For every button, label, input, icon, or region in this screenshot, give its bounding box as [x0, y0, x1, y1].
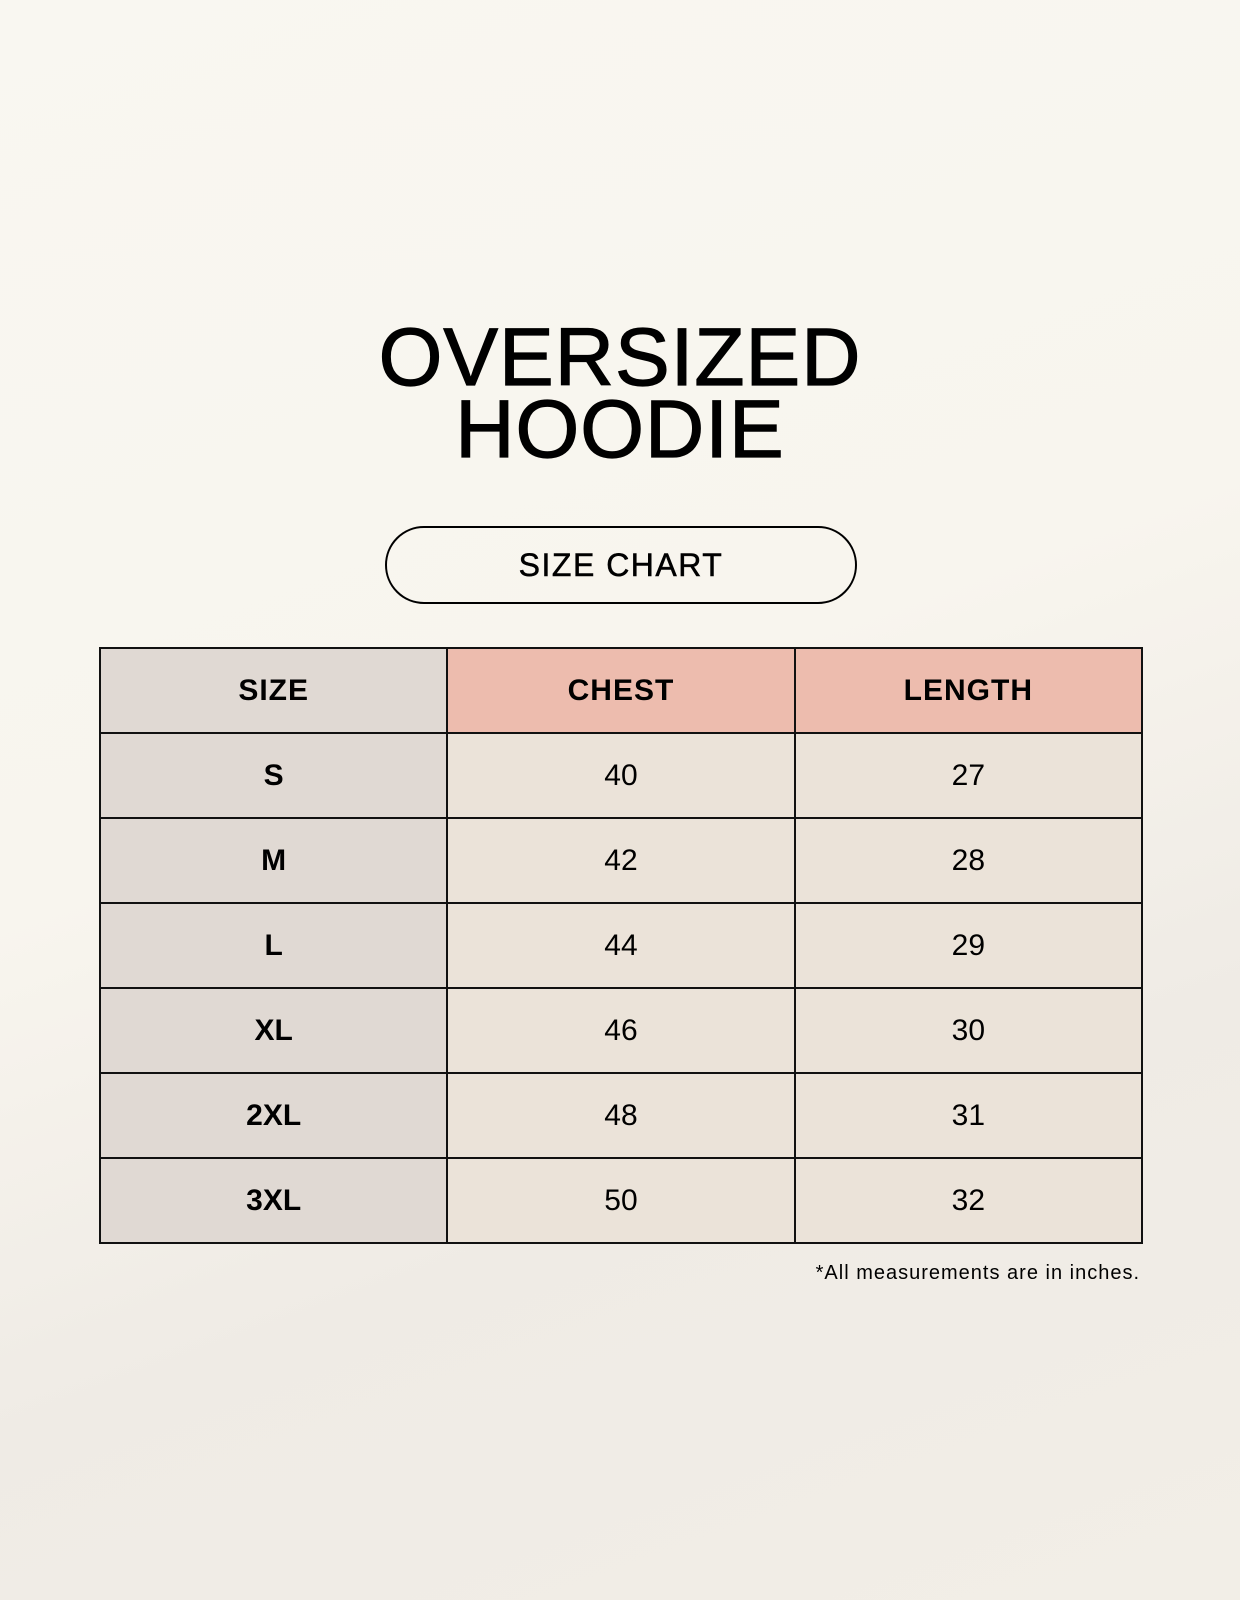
- table-row: 2XL 48 31: [98, 1072, 1144, 1159]
- table-row: S 40 27: [98, 732, 1144, 819]
- cell-length: 31: [793, 1072, 1144, 1159]
- cell-length: 27: [793, 732, 1144, 819]
- table-row: L 44 29: [98, 902, 1144, 989]
- cell-size: 3XL: [98, 1157, 449, 1244]
- page-title: OVERSIZED HOODIE: [0, 312, 1240, 475]
- cell-chest: 48: [446, 1072, 796, 1159]
- table-row: XL 46 30: [98, 987, 1144, 1074]
- cell-size: M: [98, 817, 449, 904]
- cell-size: S: [98, 732, 449, 819]
- title-line-2: HOODIE: [455, 384, 785, 475]
- size-table: SIZE CHEST LENGTH S 40 27 M 42 28 L 44 29 XL 46 30 2…: [98, 647, 1144, 1244]
- cell-size: XL: [98, 987, 449, 1074]
- cell-chest: 42: [446, 817, 796, 904]
- cell-size: 2XL: [98, 1072, 449, 1159]
- cell-chest: 50: [446, 1157, 796, 1244]
- header-chest: CHEST: [446, 647, 796, 734]
- cell-length: 32: [793, 1157, 1144, 1244]
- cell-length: 28: [793, 817, 1144, 904]
- cell-chest: 44: [446, 902, 796, 989]
- table-header-row: SIZE CHEST LENGTH: [98, 647, 1144, 734]
- cell-size: L: [98, 902, 449, 989]
- header-length: LENGTH: [793, 647, 1144, 734]
- table-row: 3XL 50 32: [98, 1157, 1144, 1244]
- title-line-1: OVERSIZED: [378, 312, 862, 403]
- header-size: SIZE: [98, 647, 449, 734]
- cell-chest: 40: [446, 732, 796, 819]
- table-row: M 42 28: [98, 817, 1144, 904]
- cell-length: 30: [793, 987, 1144, 1074]
- footnote: *All measurements are in inches.: [815, 1262, 1140, 1284]
- size-chart-badge: SIZE CHART: [385, 526, 857, 604]
- cell-length: 29: [793, 902, 1144, 989]
- cell-chest: 46: [446, 987, 796, 1074]
